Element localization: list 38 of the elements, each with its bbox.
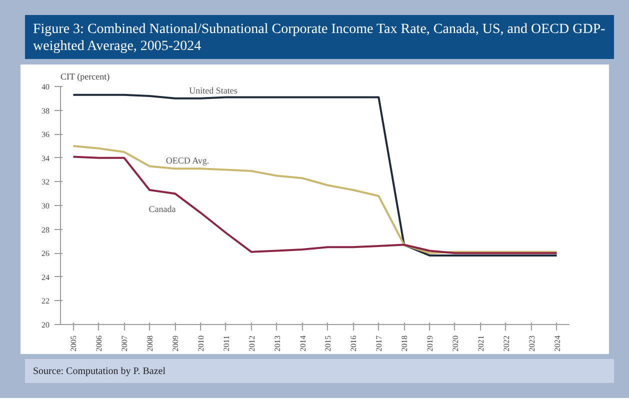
line-series <box>72 94 558 256</box>
source-note: Source: Computation by P. Bazel <box>33 365 166 379</box>
y-tick-label: 20 <box>42 320 50 330</box>
x-tick-label: 2010 <box>196 336 206 352</box>
x-tick-label: 2008 <box>146 336 155 352</box>
x-tick-label: 2012 <box>247 336 256 352</box>
x-tick-label: 2014 <box>298 336 308 352</box>
x-tick-label: 2015 <box>324 336 333 352</box>
chart-title: Figure 3: Combined National/Subnational Corporate Income Tax Rate, Canada, US, and OECD GDP-weighted Average, 2005-2024 <box>33 21 606 55</box>
x-tick-label: 2017 <box>374 336 384 352</box>
x-tick-label: 2024 <box>552 336 562 352</box>
x-tick-label: 2006 <box>94 336 104 352</box>
x-tick-label: 2022 <box>502 336 511 352</box>
y-axis-title: CIT (percent) <box>60 72 110 82</box>
y-tick-label: 30 <box>42 202 50 210</box>
x-tick-label: 2020 <box>450 336 460 352</box>
y-tick-label: 26 <box>42 249 50 258</box>
x-tick-label: 2005 <box>69 336 78 352</box>
y-tick-label: 28 <box>42 225 50 234</box>
x-tick-label: 2007 <box>120 336 130 352</box>
y-tick-label: 38 <box>42 106 50 116</box>
y-tick-label: 36 <box>42 130 50 140</box>
x-tick-label: 2009 <box>171 336 180 352</box>
x-tick-label: 2019 <box>426 336 435 352</box>
y-tick-label: 40 <box>42 82 50 92</box>
series-label: OECD Avg. <box>166 156 210 166</box>
y-tick-label: 32 <box>42 178 50 187</box>
x-tick-label: 2023 <box>527 336 536 352</box>
series-label: United States <box>189 85 238 96</box>
x-tick-label: 2016 <box>349 336 358 352</box>
series-label: Canada <box>148 204 176 214</box>
y-tick-label: 24 <box>42 272 50 282</box>
x-tick-label: 2013 <box>272 336 282 352</box>
y-tick-label: 34 <box>42 154 50 163</box>
x-tick-label: 2018 <box>400 336 410 352</box>
x-tick-label: 2021 <box>476 336 486 352</box>
y-tick-label: 22 <box>42 296 50 306</box>
x-tick-label: 2011 <box>222 336 231 352</box>
